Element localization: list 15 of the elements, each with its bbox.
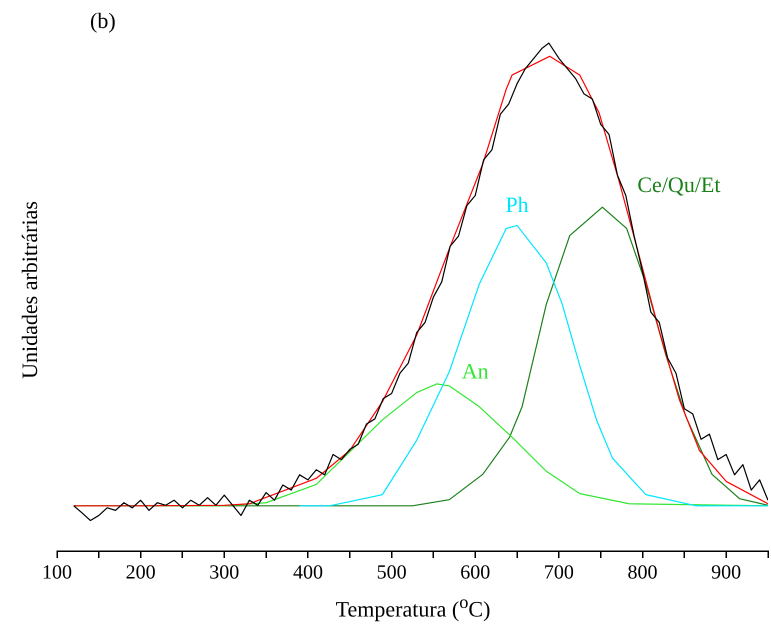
series-label: An	[462, 358, 489, 384]
x-tick-label: 100	[42, 561, 72, 584]
x-tick-label: 300	[209, 561, 240, 584]
x-tick-label: 900	[711, 561, 742, 584]
x-tick-label: 600	[460, 561, 490, 584]
x-tick-label: 700	[544, 561, 574, 584]
series-label: Ph	[505, 192, 529, 218]
y-axis-title: Unidades arbitrárias	[17, 201, 43, 379]
x-tick-label: 200	[126, 561, 156, 584]
x-tick-label: 400	[292, 561, 323, 584]
text: (b)	[90, 8, 116, 34]
x-tick-label: 500	[376, 561, 407, 584]
x-axis-title: Temperatura ($^{o}$C)	[334, 592, 492, 622]
x-tick-label: 800	[628, 561, 658, 584]
series-label: Ce/Qu/Et	[637, 172, 720, 197]
